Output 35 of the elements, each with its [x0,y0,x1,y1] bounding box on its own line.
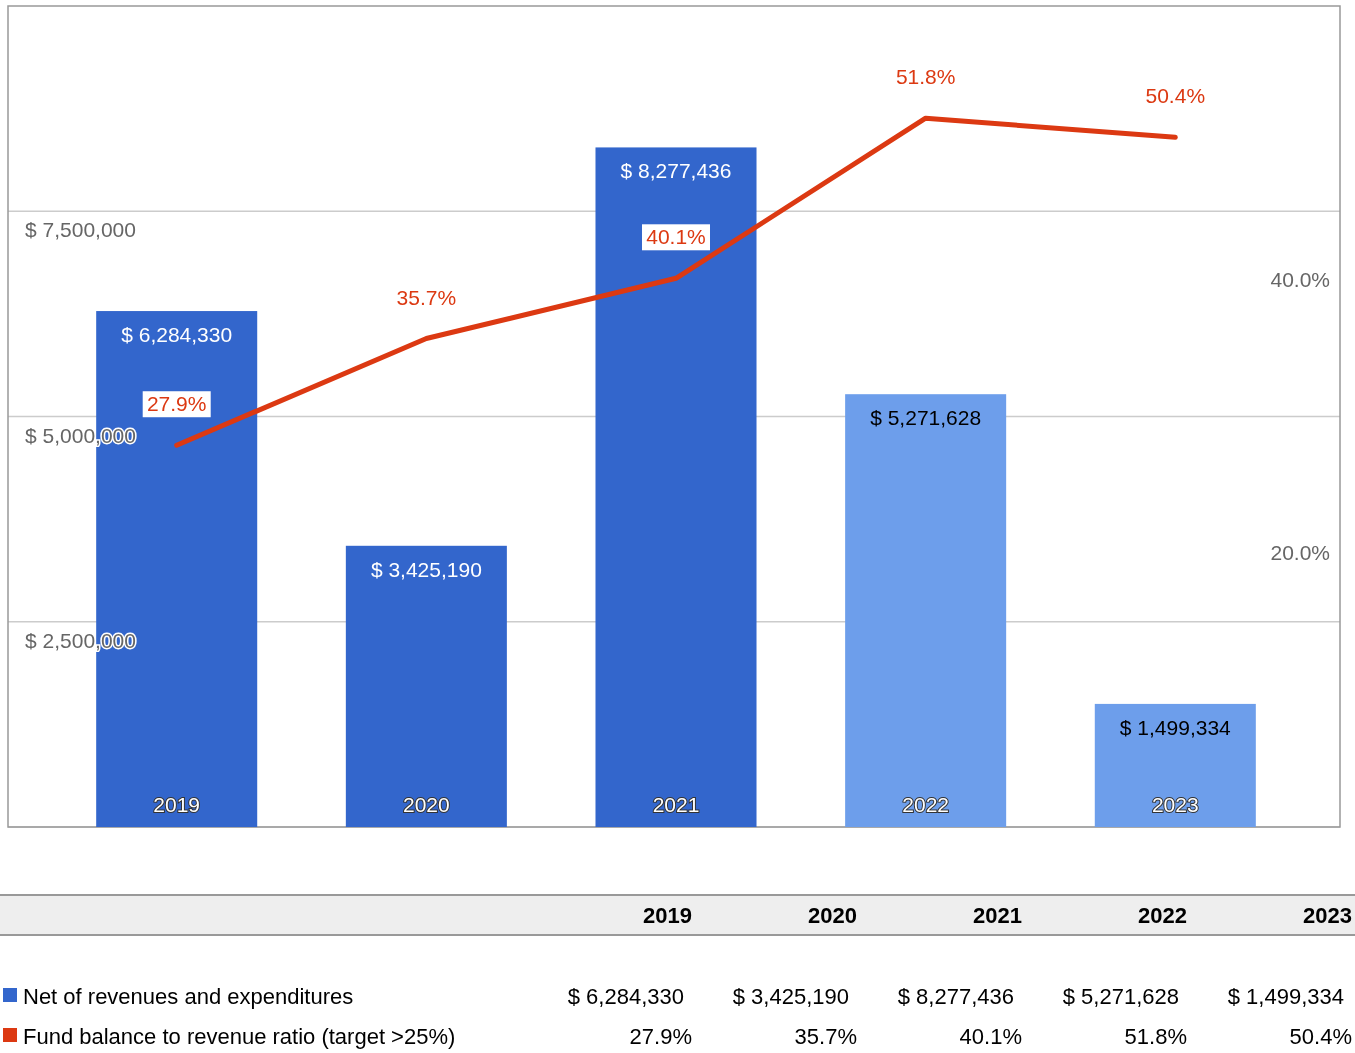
x-tick-label: 2023 [1151,793,1199,816]
y2-tick-label: 20.0% [1270,541,1330,565]
text: $ 6,284,330 [567,984,684,1009]
data-label: 35.7% [396,285,457,309]
text: 51.8% [1124,1024,1187,1049]
data-label: 50.4% [1145,84,1206,108]
category-label: 2022 [1138,903,1187,928]
text: $ 3,425,190 [732,984,849,1009]
x-tick-label: 2020 [402,793,450,816]
x-tick-label: 2019 [153,793,201,816]
text: $ 5,271,628 [1062,984,1179,1009]
category-label: 2023 [1303,903,1352,928]
data-label: $ 8,277,436 [620,159,732,183]
y2-tick-label: 40.0% [1270,267,1330,291]
data-label: 40.1% [646,225,706,249]
data-label: $ 1,499,334 [1119,715,1232,739]
data-label: $ 3,425,190 [370,557,482,581]
data-label: $ 6,284,330 [121,323,233,347]
data-label: 27.9% [146,392,207,416]
text: $ 8,277,436 [897,984,1014,1009]
category-label: 2021 [973,903,1022,928]
x-tick-label: 2021 [652,793,700,816]
data-label: 51.8% [895,65,956,89]
category-label: 2020 [808,903,857,928]
legend-label: Fund balance to revenue ratio (target >25%) [23,1024,456,1049]
x-tick-label: 2022 [902,793,950,816]
text: 35.7% [794,1024,857,1049]
data-label: $ 5,271,628 [870,406,982,430]
text: 27.9% [629,1024,692,1049]
text: 40.1% [959,1024,1022,1049]
text: 50.4% [1289,1024,1352,1049]
y-tick-label: $ 7,500,000 [25,218,136,242]
legend-label: Net of revenues and expenditures [23,984,354,1009]
category-label: 2019 [643,903,692,928]
text: $ 1,499,334 [1227,984,1344,1009]
